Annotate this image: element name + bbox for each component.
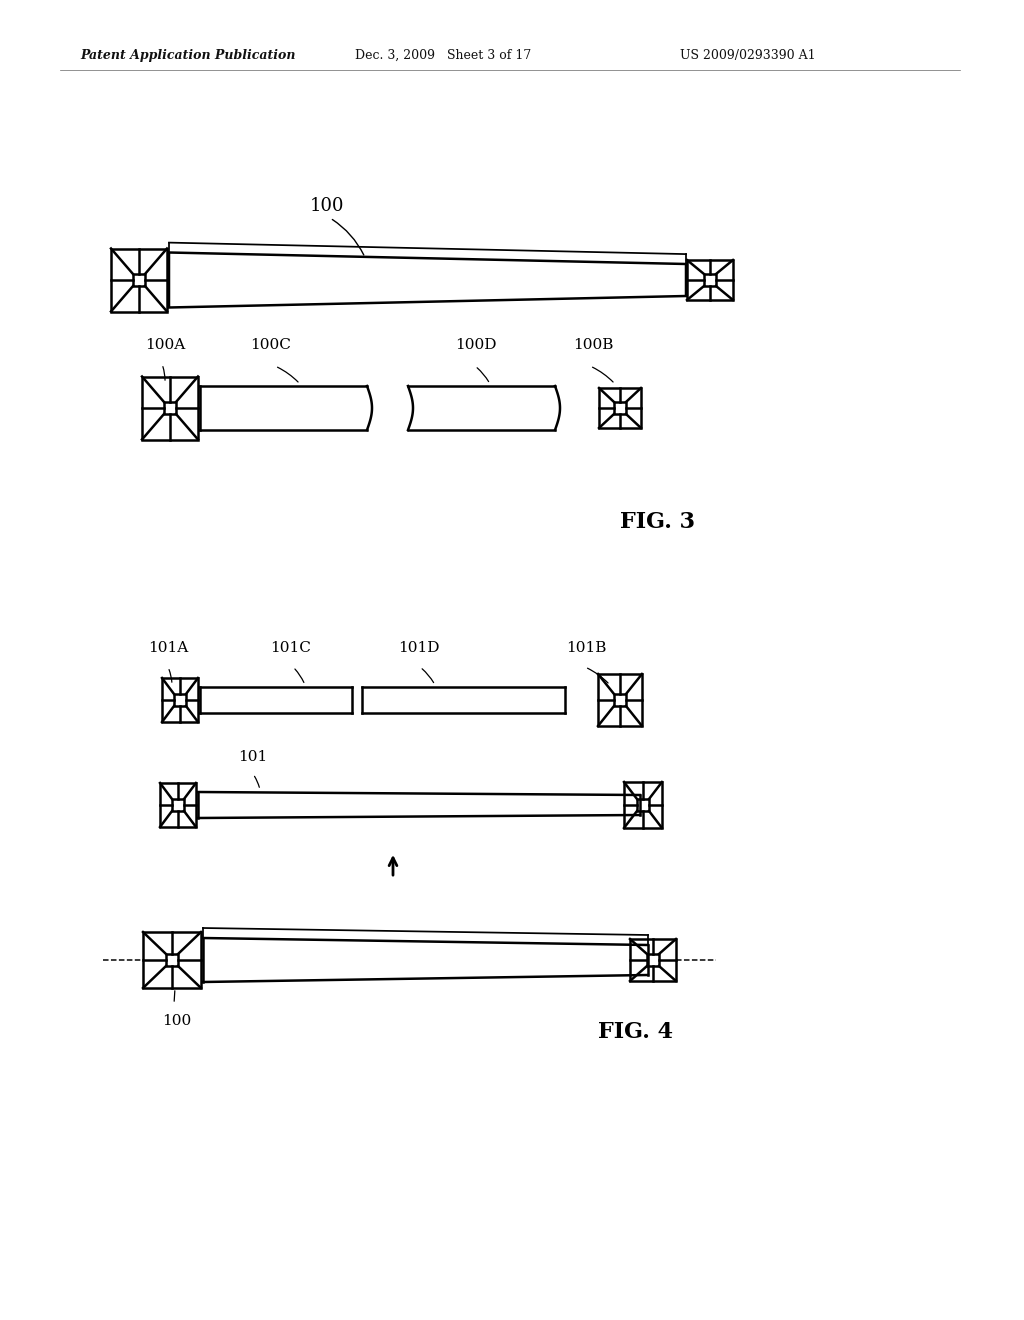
Text: 100A: 100A: [145, 338, 185, 352]
Text: US 2009/0293390 A1: US 2009/0293390 A1: [680, 49, 816, 62]
Text: FIG. 4: FIG. 4: [598, 1020, 673, 1043]
Text: 101B: 101B: [566, 642, 606, 655]
Text: 101D: 101D: [398, 642, 439, 655]
Text: FIG. 3: FIG. 3: [620, 511, 695, 533]
Text: 101: 101: [238, 750, 267, 764]
Text: Dec. 3, 2009   Sheet 3 of 17: Dec. 3, 2009 Sheet 3 of 17: [355, 49, 531, 62]
Text: 100D: 100D: [455, 338, 497, 352]
Text: 100: 100: [162, 1014, 191, 1028]
Text: 100C: 100C: [250, 338, 291, 352]
Text: 100B: 100B: [573, 338, 613, 352]
Text: 100: 100: [310, 197, 344, 215]
Text: 101A: 101A: [148, 642, 188, 655]
Text: 101C: 101C: [270, 642, 311, 655]
Text: Patent Application Publication: Patent Application Publication: [80, 49, 296, 62]
